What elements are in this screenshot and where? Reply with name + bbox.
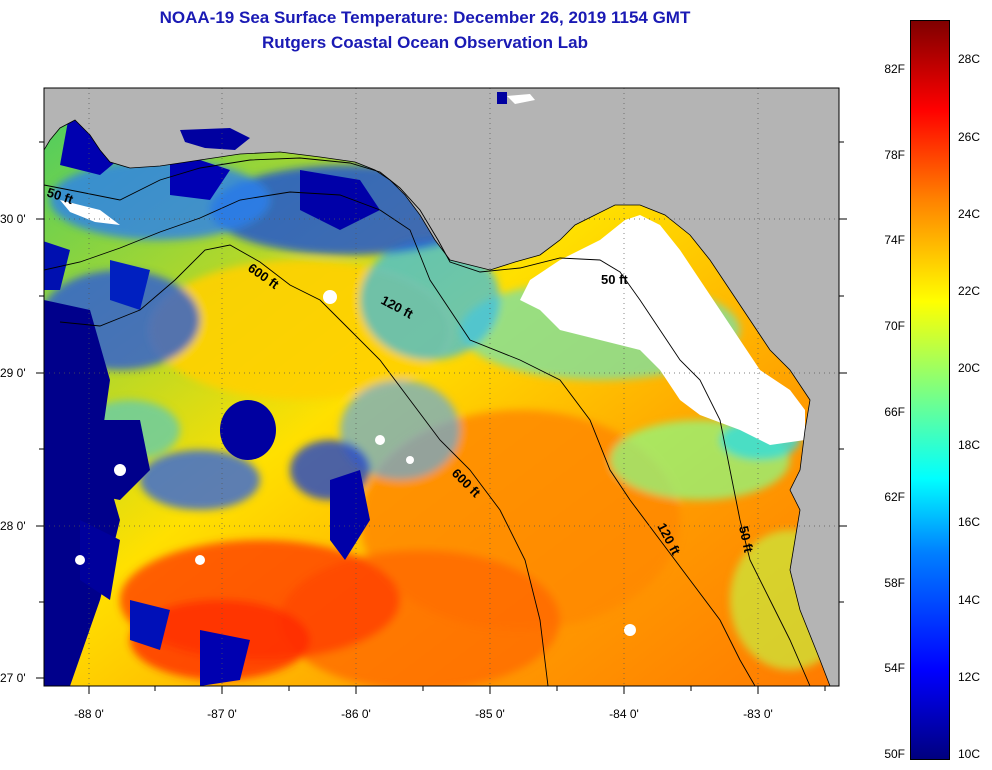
bay-inlet — [180, 128, 250, 150]
colorbar-label-82f: 82F — [884, 62, 905, 76]
depth-contours — [44, 157, 811, 686]
lon-label-85: -85 0' — [475, 707, 505, 721]
map-imagery: 50 ft 600 ft 120 ft 50 ft 600 ft 120 ft … — [44, 88, 839, 686]
colorbar-label-66f: 66F — [884, 405, 905, 419]
contour-120ft — [44, 191, 756, 686]
colorbar-label-78f: 78F — [884, 148, 905, 162]
lat-label-30: 30 0' — [0, 212, 26, 226]
colorbar-label-12c: 12C — [958, 670, 981, 684]
lon-label-88: -88 0' — [74, 707, 104, 721]
colorbar-label-16c: 16C — [958, 515, 981, 529]
lon-label-86: -86 0' — [341, 707, 371, 721]
axis-ticks — [36, 141, 847, 694]
lon-label-83: -83 0' — [743, 707, 773, 721]
temperature-colorbar — [910, 20, 950, 760]
landmass — [44, 88, 839, 686]
lake-marker — [497, 92, 507, 104]
colorbar-label-58f: 58F — [884, 576, 905, 590]
lake-cloud — [507, 94, 535, 104]
colorbar-label-20c: 20C — [958, 361, 981, 375]
lon-label-84: -84 0' — [609, 707, 639, 721]
map-subtitle: Rutgers Coastal Ocean Observation Lab — [262, 33, 588, 52]
colorbar-label-28c: 28C — [958, 52, 981, 66]
contour-50ft — [44, 157, 811, 686]
colorbar-label-70f: 70F — [884, 319, 905, 333]
colorbar-label-74f: 74F — [884, 233, 905, 247]
colorbar-label-18c: 18C — [958, 438, 981, 452]
lat-label-29: 29 0' — [0, 366, 26, 380]
colorbar-label-24c: 24C — [958, 207, 981, 221]
colorbar-label-62f: 62F — [884, 490, 905, 504]
contour-label-50ft-south: 50 ft — [736, 525, 756, 555]
colorbar-label-14c: 14C — [958, 593, 981, 607]
lat-label-27: 27 0' — [0, 671, 26, 685]
lat-label-28: 28 0' — [0, 519, 26, 533]
colorbar-label-50f: 50F — [884, 747, 905, 761]
lon-label-87: -87 0' — [207, 707, 237, 721]
colorbar-label-10c: 10C — [958, 747, 981, 761]
contour-label-50ft-bigbend: 50 ft — [601, 272, 628, 287]
colorbar-label-22c: 22C — [958, 284, 981, 298]
colorbar-label-54f: 54F — [884, 661, 905, 675]
sst-patches — [44, 160, 839, 686]
map-title: NOAA-19 Sea Surface Temperature: Decembe… — [159, 8, 691, 27]
map-frame — [43, 87, 840, 687]
contour-600ft — [59, 244, 549, 686]
colorbar-label-26c: 26C — [958, 130, 981, 144]
